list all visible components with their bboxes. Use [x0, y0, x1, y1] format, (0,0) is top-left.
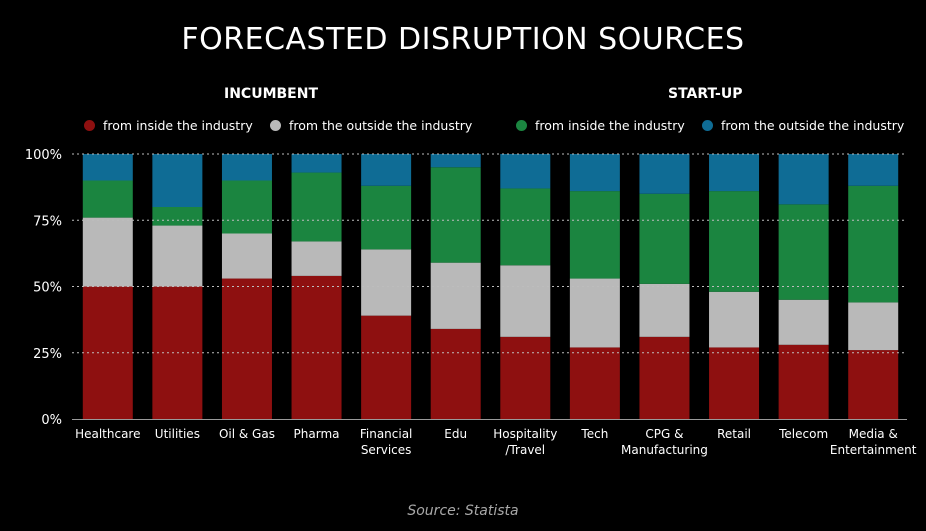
bar-segment: [361, 154, 412, 186]
y-tick-label: 100%: [25, 148, 62, 163]
bar-segment: [430, 262, 481, 329]
bar-segment: [569, 154, 620, 192]
bar-segment: [569, 191, 620, 279]
bar-segment: [430, 167, 481, 263]
bar-segment: [430, 154, 481, 168]
bar-segment: [639, 283, 690, 337]
bar-segment: [291, 275, 342, 419]
bar-segment: [500, 265, 551, 337]
legend-swatch: [270, 120, 281, 131]
x-tick-label: Hospitality/Travel: [493, 427, 557, 457]
legend-item-startup-inside: from inside the industry: [516, 118, 685, 133]
bar-segment: [639, 154, 690, 194]
x-tick-label: Retail: [717, 427, 751, 441]
bar-segment: [709, 291, 760, 348]
bar-segment: [639, 193, 690, 284]
x-tick-label: Edu: [444, 427, 467, 441]
x-tick-label: Oil & Gas: [219, 427, 275, 441]
legend-item-startup-outside: from the outside the industry: [702, 118, 904, 133]
startup-group-label: START-UP: [668, 86, 743, 102]
x-tick-label: Tech: [580, 427, 608, 441]
bar-segment: [291, 172, 342, 242]
bar-segment: [361, 249, 412, 316]
x-tick-label: Pharma: [294, 427, 340, 441]
x-tick-label: Financial Services: [360, 427, 413, 457]
bar-segment: [639, 336, 690, 419]
bar-segment: [848, 185, 899, 303]
legend-label: from inside the industry: [535, 118, 685, 133]
y-tick-label: 75%: [33, 214, 62, 229]
bar-segment: [82, 180, 133, 218]
bar-segment: [221, 180, 272, 234]
bar-segment: [709, 347, 760, 419]
legend-item-incumbent-outside: from the outside the industry: [270, 118, 472, 133]
bar-segment: [848, 302, 899, 351]
legend-swatch: [702, 120, 713, 131]
x-tick-label: CPG & Manufacturing: [621, 427, 708, 457]
bar-segment: [709, 191, 760, 292]
bar-segment: [152, 225, 203, 287]
bar-segment: [152, 207, 203, 226]
legend-label: from the outside the industry: [289, 118, 473, 133]
bar-segment: [361, 185, 412, 250]
bar-segment: [221, 154, 272, 181]
incumbent-group-label: INCUMBENT: [224, 86, 319, 102]
bar-segment: [778, 154, 829, 205]
x-tick-label: Utilities: [155, 427, 200, 441]
chart-title: FORECASTED DISRUPTION SOURCES: [181, 22, 745, 57]
legend-swatch: [516, 120, 527, 131]
source-note: Source: Statista: [407, 503, 519, 519]
legend-label: from the outside the industry: [721, 118, 905, 133]
bar-segment: [569, 347, 620, 419]
legend-item-incumbent-inside: from inside the industry: [84, 118, 253, 133]
bar-segment: [778, 299, 829, 345]
bar-segment: [361, 315, 412, 419]
bar-segment: [500, 336, 551, 419]
bar-segment: [500, 154, 551, 189]
bar-segment: [291, 154, 342, 173]
bar-segment: [500, 188, 551, 266]
bar-segment: [291, 241, 342, 276]
bar-segment: [82, 217, 133, 287]
bar-segment: [152, 154, 203, 207]
x-tick-label: Healthcare: [75, 427, 140, 441]
legend-label: from inside the industry: [103, 118, 253, 133]
legend-swatch: [84, 120, 95, 131]
bar-segment: [778, 344, 829, 419]
bar-segment: [221, 233, 272, 279]
x-tick-label: Media & Entertainment: [830, 427, 917, 457]
y-tick-label: 0%: [41, 413, 62, 428]
bar-segment: [778, 204, 829, 300]
bar-segment: [82, 154, 133, 181]
y-tick-label: 50%: [33, 281, 62, 296]
bar-segment: [569, 278, 620, 348]
bar-segment: [430, 328, 481, 419]
bar-segment: [709, 154, 760, 192]
bar-segment: [848, 350, 899, 419]
x-tick-label: Telecom: [778, 427, 828, 441]
bar-segment: [221, 278, 272, 419]
y-tick-label: 25%: [33, 347, 62, 362]
bar-segment: [848, 154, 899, 186]
